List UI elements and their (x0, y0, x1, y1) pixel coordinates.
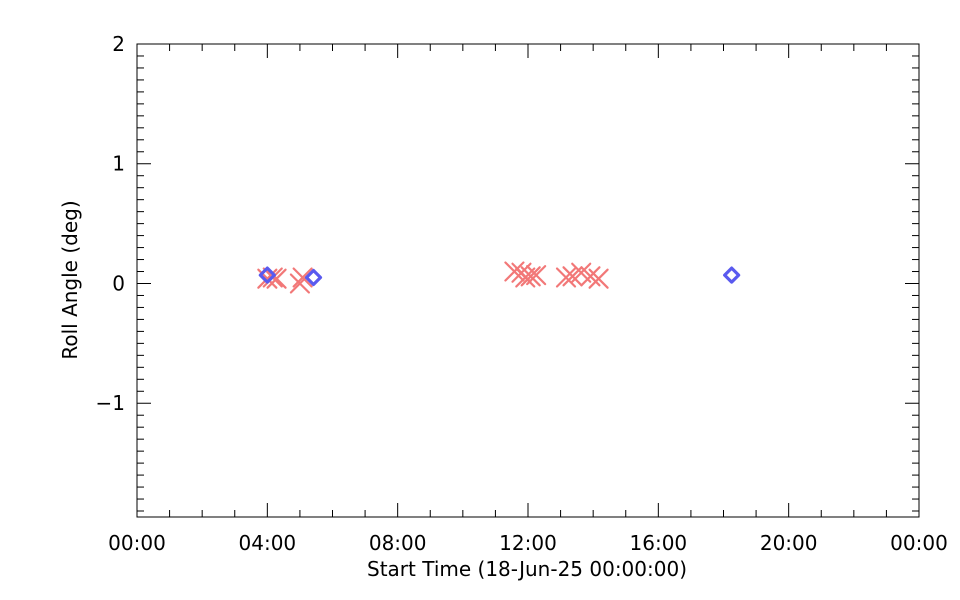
cross-stroke (292, 267, 313, 288)
cross-stroke (580, 266, 601, 287)
cross-stroke (520, 266, 541, 287)
y-tick-label: −1 (96, 391, 125, 415)
y-tick-label: 2 (112, 32, 125, 56)
cross-stroke (555, 267, 577, 288)
x-tick-label: 04:00 (239, 531, 297, 555)
x-axis-title: Start Time (18-Jun-25 00:00:00) (367, 557, 687, 581)
cross-stroke (571, 262, 592, 283)
cross-point (504, 261, 525, 282)
y-tick-label: 1 (112, 152, 125, 176)
cross-stroke (588, 268, 609, 289)
x-tick-label: 08:00 (369, 531, 427, 555)
x-tick-label: 16:00 (630, 531, 688, 555)
diamond-point (258, 266, 276, 284)
tick-labels: 00:00 04:00 08:00 12:00 16:00 20:00 00:00 2 1 0 −1 (96, 32, 948, 555)
cross-point (520, 266, 541, 287)
diamond-point (723, 266, 741, 284)
cross-stroke (266, 268, 287, 289)
cross-point (292, 267, 313, 288)
x-tick-label: 20:00 (760, 531, 818, 555)
cross-stroke (504, 261, 525, 282)
cross-stroke (526, 265, 547, 286)
y-axis-title: Roll Angle (deg) (58, 200, 82, 359)
x-tick-label: 00:00 (108, 531, 166, 555)
diamond-point (304, 268, 323, 287)
cross-point (588, 268, 609, 289)
y-tick-label: 0 (112, 271, 125, 295)
data-marks (257, 261, 741, 294)
cross-point (555, 267, 577, 288)
x-tick-label: 00:00 (890, 531, 948, 555)
tick-marks (136, 43, 920, 517)
x-tick-label: 12:00 (499, 531, 557, 555)
cross-point (526, 265, 547, 286)
